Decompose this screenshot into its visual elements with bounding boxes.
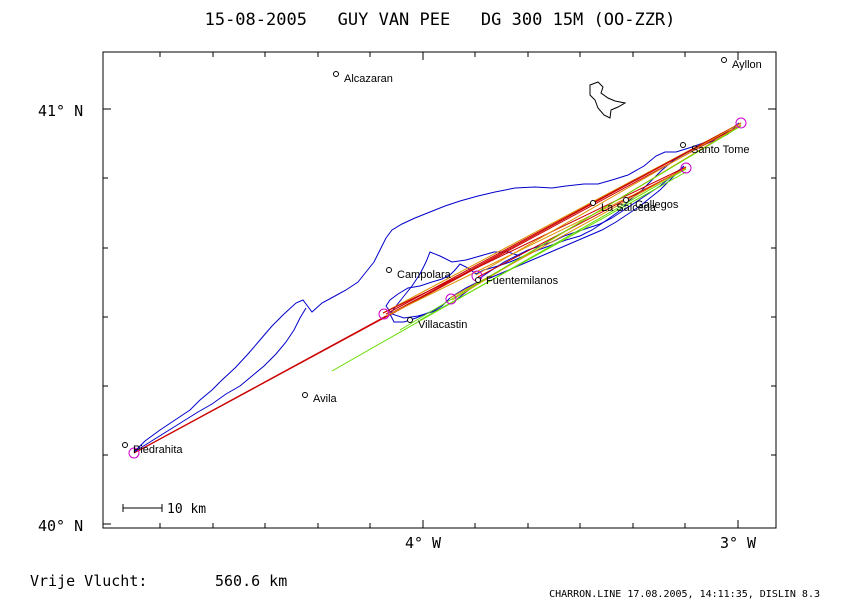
place-label-avila: Avila [313,393,338,405]
place-label-ayllon: Ayllon [732,59,762,71]
turnpoint-marker [680,162,692,174]
place-label-campolara: Campolara [397,269,452,281]
turnpoint-marker [378,308,390,320]
scale-bar [122,504,163,512]
distance-label: Vrije Vlucht: [30,572,147,590]
place-marker [623,197,629,203]
place-label-villacastin: Villacastin [418,319,467,331]
place-label-santo-tome: Santo Tome [691,144,750,156]
turnpoint-marker [445,293,457,305]
map-title: 15-08-2005 GUY VAN PEE DG 300 15M (OO-ZZ… [205,10,676,30]
map-frame [102,51,777,529]
task-legs [133,122,742,454]
distance-value: 560.6 km [215,572,287,590]
place-label-gallegos: Gallegos [635,199,679,211]
place-marker [721,57,727,63]
place-label-fuentemilanos: Fuentemilanos [486,275,559,287]
place-label-la-salceda: La Salceda [601,202,657,214]
place-marker [590,200,596,206]
place-marker [122,442,128,448]
axis-ticks [103,52,776,528]
place-marker [475,277,481,283]
lon-label-4w: 4° W [405,534,442,552]
place-label-alcazaran: Alcazaran [344,73,393,85]
place-marker [680,142,686,148]
turnpoint-marker [735,117,747,129]
scale-bar-label: 10 km [167,502,206,517]
place-marker [302,392,308,398]
place-marker [386,267,392,273]
place-label-piedrahita: Piedrahita [133,444,183,456]
turnpoint-marker [128,447,140,459]
lat-label-41n: 41° N [38,102,83,120]
lon-label-3w: 3° W [720,534,757,552]
place-marker [407,317,413,323]
lake-outline [589,81,627,119]
places: Alcazaran Ayllon Santo Tome Gallegos La … [122,57,762,456]
lat-label-40n: 40° N [38,517,83,535]
place-marker [333,71,339,77]
footer-info: CHARRON.LINE 17.08.2005, 14:11:35, DISLI… [549,589,820,600]
